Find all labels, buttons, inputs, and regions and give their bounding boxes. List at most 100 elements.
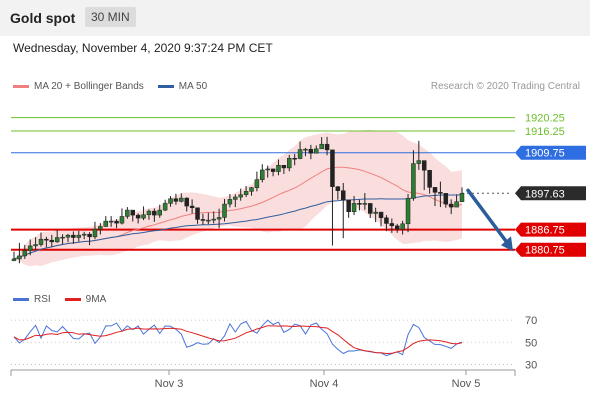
legend-swatch-ma50 — [157, 85, 174, 88]
legend-label-rsi: RSI — [34, 294, 51, 305]
candle-body — [243, 191, 249, 195]
candle-body — [119, 216, 125, 224]
candle-body — [81, 233, 87, 236]
candle-body — [17, 255, 22, 260]
candle-body — [92, 228, 98, 238]
candle-body — [448, 203, 454, 208]
timestamp: Wednesday, November 4, 2020 9:37:24 PM C… — [13, 41, 273, 55]
candle-body — [103, 220, 109, 227]
candle-body — [108, 220, 114, 223]
candle-body — [168, 198, 173, 204]
candle-body — [98, 226, 103, 230]
candle-body — [394, 225, 400, 230]
candle-body — [443, 193, 449, 205]
candle-body — [65, 234, 71, 238]
rsi-tick-50: 50 — [525, 337, 537, 349]
candle-body — [233, 196, 238, 200]
candle-body — [195, 207, 200, 220]
candle-body — [211, 218, 216, 221]
rsi-tick-30: 30 — [525, 359, 537, 371]
legend-swatch-rsi — [13, 298, 29, 301]
candle-body — [438, 192, 443, 194]
candle-body — [200, 219, 206, 221]
main-legend: MA 20 + Bollinger Bands MA 50 — [13, 81, 221, 92]
candle-body — [33, 244, 38, 247]
bollinger-band-area — [14, 129, 462, 267]
candle-body — [216, 217, 222, 220]
candle-body — [384, 217, 389, 224]
candle-body — [125, 209, 130, 217]
candle-body — [130, 209, 135, 216]
candle-body — [459, 193, 465, 202]
legend-label-ma20: MA 20 + Bollinger Bands — [34, 81, 144, 92]
candle-body — [324, 143, 330, 151]
level-label-1920-25: 1920.25 — [525, 113, 565, 125]
level-tag-1897-63 — [515, 186, 586, 201]
candle-body — [373, 211, 378, 214]
candle-body — [49, 239, 55, 243]
level-label-1880-75: 1880.75 — [525, 245, 565, 257]
legend-label-ma50: MA 50 — [178, 81, 208, 92]
candle-body — [416, 160, 422, 164]
forecast-arrow-head — [501, 236, 513, 252]
candle-body — [44, 238, 49, 241]
level-label-1909-75: 1909.75 — [525, 148, 565, 160]
level-tag-1886-75 — [515, 222, 586, 237]
candle-body — [173, 198, 179, 202]
candle-body — [330, 149, 335, 187]
x-tick-label-2: Nov 5 — [452, 378, 481, 390]
candle-body — [389, 223, 395, 227]
candle-body — [405, 198, 411, 225]
candle-body — [335, 186, 341, 191]
candle-body — [157, 209, 162, 216]
candle-body — [141, 214, 146, 219]
candle-body — [76, 234, 82, 238]
candle-body — [260, 169, 265, 180]
credit-text: Research © 2020 Trading Central — [430, 81, 580, 92]
header-bar: Gold spot 30 MIN — [0, 0, 590, 36]
candle-body — [378, 211, 384, 219]
candle-body — [71, 234, 76, 238]
candle-body — [281, 165, 287, 169]
legend-label-9ma: 9MA — [85, 294, 107, 305]
candle-body — [265, 168, 270, 171]
candle-body — [206, 219, 211, 222]
candle-body — [38, 238, 44, 245]
candle-body — [22, 250, 28, 257]
legend-swatch-9ma — [64, 298, 81, 301]
candle-body — [222, 203, 227, 218]
rsi-9ma-line — [13, 325, 463, 355]
candle-body — [341, 190, 346, 201]
legend-swatch-ma20 — [13, 85, 29, 88]
candle-body — [227, 199, 233, 205]
candle-body — [362, 203, 368, 205]
x-tick-label-0: Nov 3 — [155, 378, 184, 390]
candle-body — [238, 194, 243, 198]
level-label-1886-75: 1886.75 — [525, 225, 565, 237]
candle-body — [314, 148, 319, 154]
candle-body — [346, 199, 351, 213]
candle-body — [411, 163, 416, 199]
candle-body — [367, 203, 373, 214]
candle-body — [270, 168, 276, 172]
instrument-title: Gold spot — [10, 10, 76, 26]
candle-body — [11, 258, 17, 261]
candle-body — [179, 197, 184, 202]
candle-body — [427, 170, 432, 188]
candle-body — [87, 233, 92, 238]
candle-body — [54, 237, 60, 243]
candle-body — [357, 203, 362, 205]
candle-body — [152, 210, 157, 216]
candle-body — [189, 205, 195, 208]
candle-body — [308, 148, 314, 154]
candle-body — [184, 197, 189, 207]
timeframe-badge[interactable]: 30 MIN — [85, 7, 136, 27]
candle-body — [254, 179, 260, 188]
candle-body — [351, 203, 357, 213]
candle-body — [421, 160, 427, 171]
legend-item-rsi: RSI — [13, 294, 51, 305]
candle-body — [162, 203, 168, 211]
candle-body — [319, 143, 324, 150]
